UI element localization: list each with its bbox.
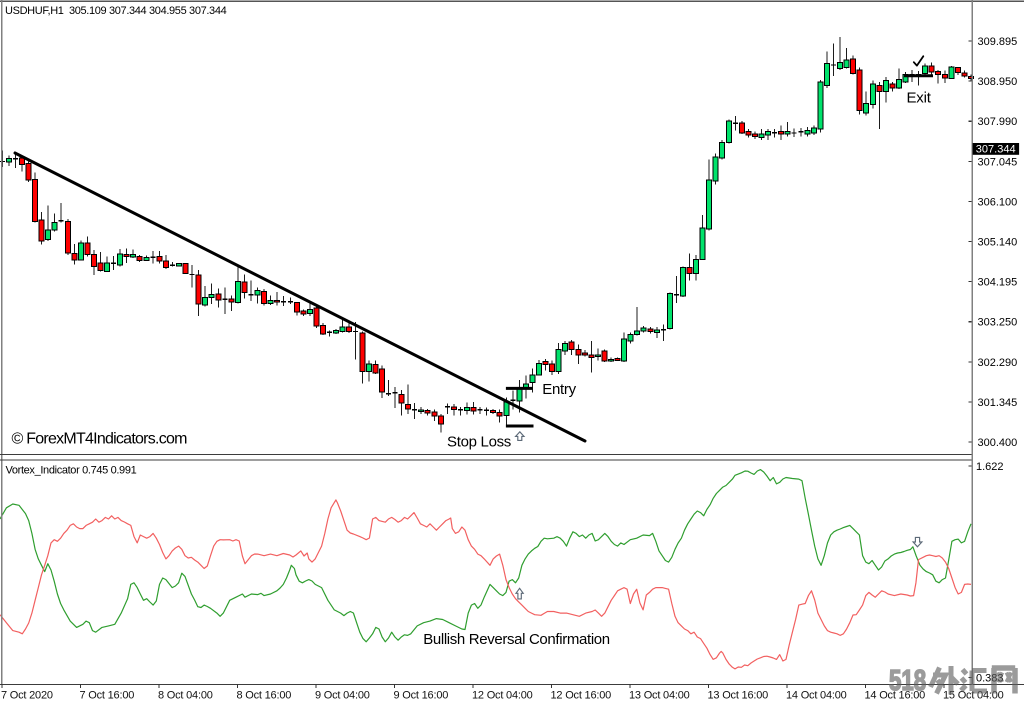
svg-text:300.400: 300.400 bbox=[978, 437, 1018, 449]
svg-text:15 Oct 04:00: 15 Oct 04:00 bbox=[943, 690, 1004, 702]
svg-text:1.622: 1.622 bbox=[976, 461, 1004, 473]
svg-text:307.045: 307.045 bbox=[978, 156, 1018, 168]
svg-text:8 Oct 16:00: 8 Oct 16:00 bbox=[237, 690, 292, 702]
svg-text:518: 518 bbox=[889, 665, 926, 696]
svg-text:Bullish Reversal Confirmation: Bullish Reversal Confirmation bbox=[423, 631, 610, 648]
svg-text:Entry: Entry bbox=[542, 381, 576, 398]
svg-text:307.990: 307.990 bbox=[978, 116, 1018, 128]
svg-text:9 Oct 04:00: 9 Oct 04:00 bbox=[315, 690, 370, 702]
svg-text:14 Oct 04:00: 14 Oct 04:00 bbox=[786, 690, 847, 702]
svg-text:Stop Loss: Stop Loss bbox=[447, 434, 511, 451]
svg-text:304.195: 304.195 bbox=[978, 277, 1018, 289]
svg-text:13 Oct 04:00: 13 Oct 04:00 bbox=[629, 690, 690, 702]
svg-text:12 Oct 16:00: 12 Oct 16:00 bbox=[551, 690, 612, 702]
svg-text:306.100: 306.100 bbox=[978, 196, 1018, 208]
svg-text:13 Oct 16:00: 13 Oct 16:00 bbox=[708, 690, 769, 702]
svg-text:Exit: Exit bbox=[907, 89, 932, 106]
svg-text:14 Oct 16:00: 14 Oct 16:00 bbox=[865, 690, 926, 702]
svg-text:Vortex_Indicator 0.745 0.991: Vortex_Indicator 0.745 0.991 bbox=[6, 465, 137, 477]
svg-text:© ForexMT4Indicators.com: © ForexMT4Indicators.com bbox=[12, 431, 188, 448]
svg-text:USDHUF,H1 305.109 307.344 304: USDHUF,H1 305.109 307.344 304.955 307.34… bbox=[5, 5, 227, 17]
svg-text:308.950: 308.950 bbox=[978, 76, 1018, 88]
svg-text:301.345: 301.345 bbox=[978, 397, 1018, 409]
svg-text:309.895: 309.895 bbox=[978, 36, 1018, 48]
svg-text:7 Oct 16:00: 7 Oct 16:00 bbox=[80, 690, 135, 702]
svg-text:302.290: 302.290 bbox=[978, 357, 1018, 369]
svg-text:12 Oct 04:00: 12 Oct 04:00 bbox=[472, 690, 533, 702]
svg-text:7 Oct 2020: 7 Oct 2020 bbox=[1, 690, 53, 702]
svg-text:8 Oct 04:00: 8 Oct 04:00 bbox=[158, 690, 213, 702]
svg-text:307.344: 307.344 bbox=[976, 144, 1016, 156]
svg-text:303.250: 303.250 bbox=[978, 317, 1018, 329]
svg-text:9 Oct 16:00: 9 Oct 16:00 bbox=[394, 690, 449, 702]
svg-text:305.140: 305.140 bbox=[978, 237, 1018, 249]
